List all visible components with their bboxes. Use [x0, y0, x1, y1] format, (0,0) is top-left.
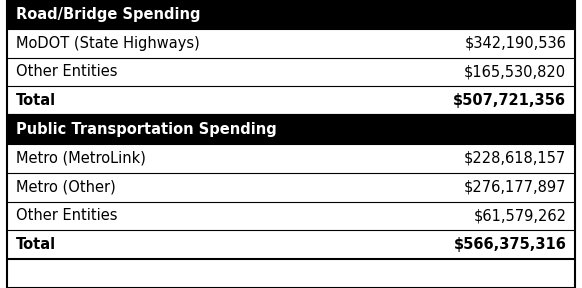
Bar — [7, 0, 575, 29]
Text: MoDOT (State Highways): MoDOT (State Highways) — [16, 36, 200, 51]
Text: $507,721,356: $507,721,356 — [453, 93, 566, 108]
Text: $61,579,262: $61,579,262 — [473, 209, 566, 223]
Text: Total: Total — [16, 93, 56, 108]
Bar — [7, 115, 575, 144]
Bar — [7, 259, 575, 288]
Bar — [7, 144, 575, 173]
Text: $165,530,820: $165,530,820 — [464, 65, 566, 79]
Text: Metro (Other): Metro (Other) — [16, 180, 115, 195]
Bar — [7, 58, 575, 86]
Text: $228,618,157: $228,618,157 — [464, 151, 566, 166]
Bar — [7, 86, 575, 115]
Text: Other Entities: Other Entities — [16, 65, 117, 79]
Text: Other Entities: Other Entities — [16, 209, 117, 223]
Text: Total: Total — [16, 237, 56, 252]
Bar — [7, 29, 575, 58]
Text: Road/Bridge Spending: Road/Bridge Spending — [16, 7, 200, 22]
Bar — [7, 230, 575, 259]
Bar — [7, 173, 575, 202]
Text: $566,375,316: $566,375,316 — [453, 237, 566, 252]
Text: Public Transportation Spending: Public Transportation Spending — [16, 122, 276, 137]
Bar — [7, 202, 575, 230]
Text: $276,177,897: $276,177,897 — [464, 180, 566, 195]
Text: $342,190,536: $342,190,536 — [464, 36, 566, 51]
Text: Metro (MetroLink): Metro (MetroLink) — [16, 151, 146, 166]
